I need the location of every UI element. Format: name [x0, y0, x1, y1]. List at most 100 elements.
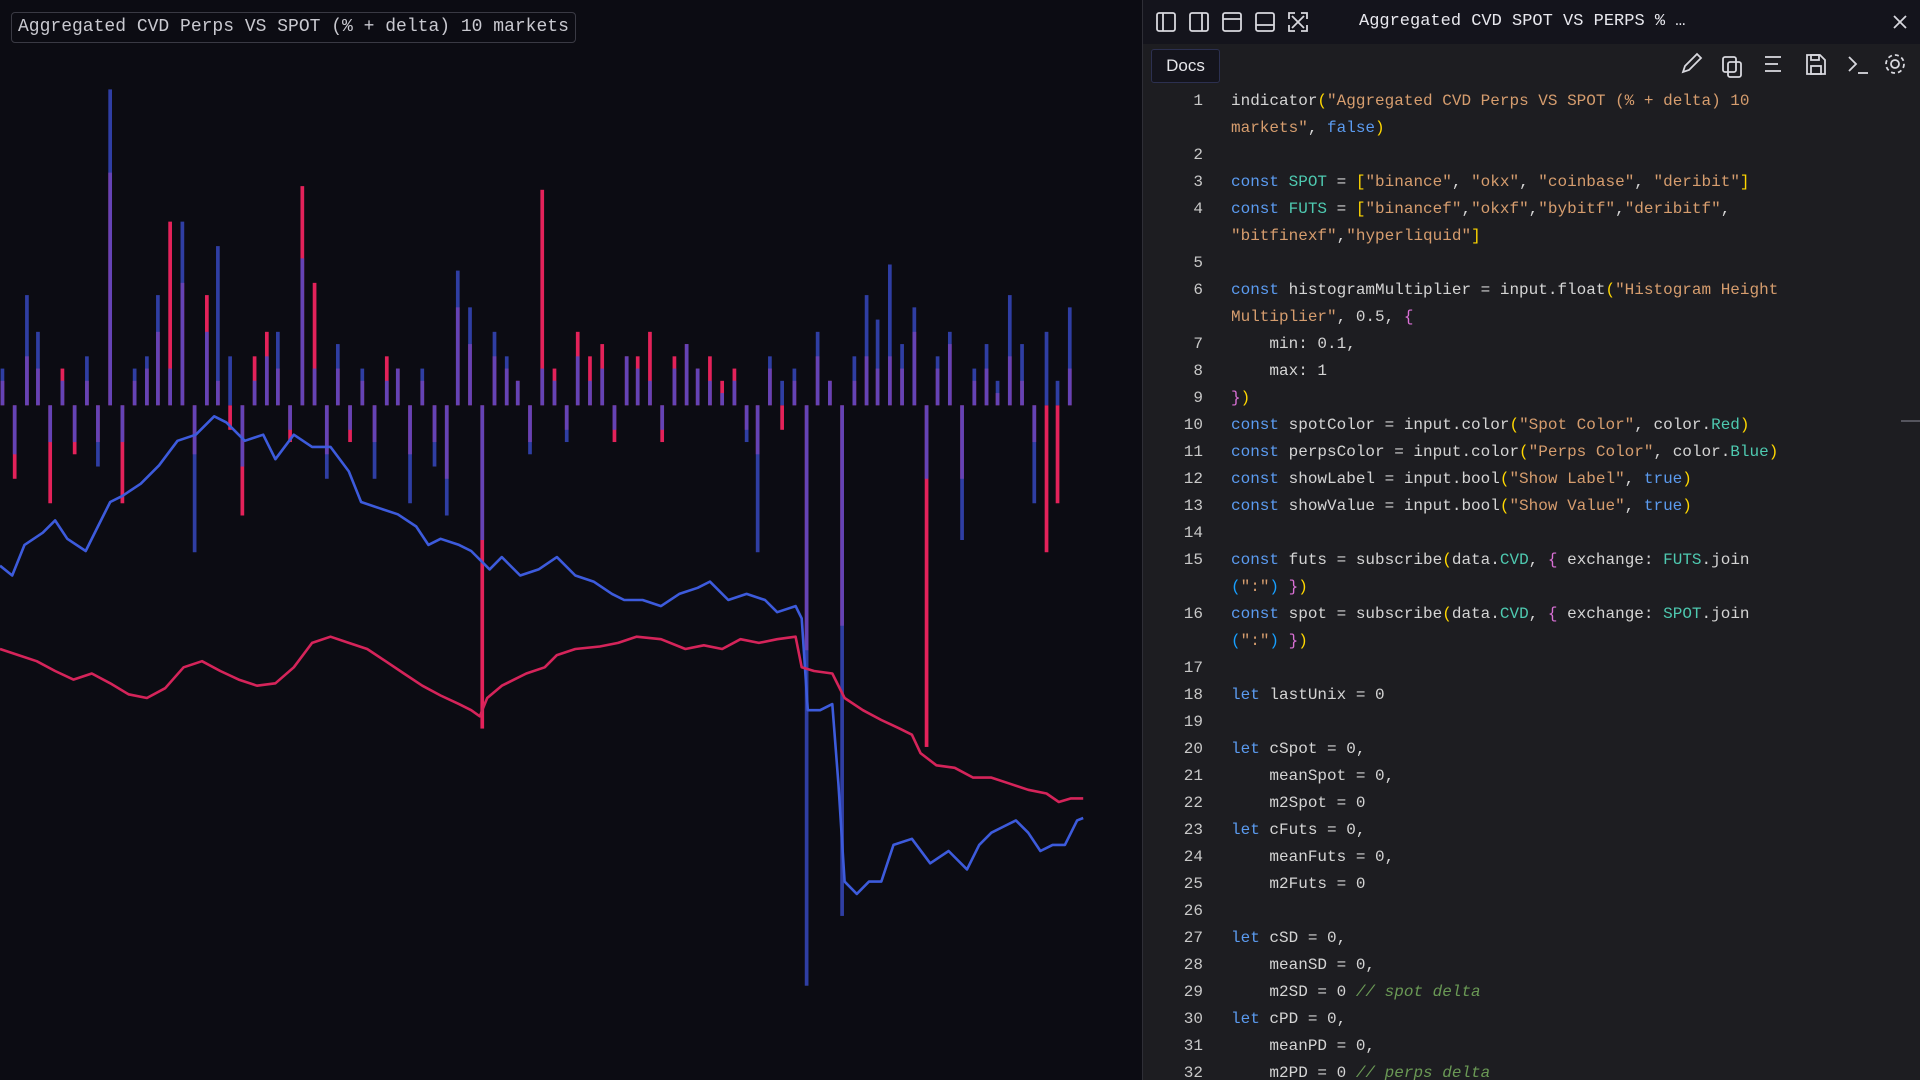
line-number: 23 — [1183, 821, 1203, 839]
code-token: [ — [1355, 200, 1366, 218]
console-icon[interactable] — [1848, 56, 1868, 74]
code-text: const futs = subscribe(data.CVD, { excha… — [1231, 547, 1750, 574]
code-token: showValue = input.bool — [1288, 497, 1500, 515]
code-token: ) — [1298, 578, 1308, 596]
code-token: Multiplier" — [1231, 308, 1337, 326]
code-token: , — [1336, 227, 1347, 245]
histogram-bar — [695, 368, 700, 406]
code-token: meanSD = 0, — [1231, 956, 1376, 974]
histogram-bar — [648, 331, 652, 406]
histogram-bar — [492, 331, 497, 406]
code-text: let cSD = 0, — [1231, 925, 1346, 952]
code-token: ( — [1442, 551, 1452, 569]
code-row: 27 let cSD = 0, — [1143, 925, 1920, 952]
histogram-bar — [588, 380, 592, 406]
code-token: data. — [1451, 605, 1500, 623]
editor-title: Aggregated CVD SPOT VS PERPS % … — [1359, 12, 1686, 31]
histogram-bar — [564, 405, 569, 443]
code-token: , — [1528, 551, 1548, 569]
code-token: m2Spot = 0 — [1231, 794, 1366, 812]
line-number: 21 — [1183, 767, 1203, 785]
code-row: 10 const spotColor = input.color("Spot Co… — [1143, 412, 1920, 439]
code-token: spot = subscribe — [1288, 605, 1443, 623]
chart-title: Aggregated CVD Perps VS SPOT (% + delta)… — [11, 12, 576, 43]
histogram-bar — [216, 246, 220, 406]
code-token: data. — [1451, 551, 1500, 569]
code-token: cFuts = 0, — [1269, 821, 1366, 839]
line-number: 5 — [1193, 254, 1203, 272]
dock-bottom-icon[interactable] — [1255, 12, 1275, 32]
cvd-line — [0, 635, 1084, 804]
code-text: let lastUnix = 0 — [1231, 682, 1385, 709]
histogram-bar — [935, 356, 940, 406]
close-button[interactable] — [1885, 0, 1915, 44]
dock-right-icon[interactable] — [1189, 12, 1209, 32]
line-number: 10 — [1183, 416, 1203, 434]
code-token: false — [1327, 119, 1376, 137]
code-row: 7 min: 0.1, — [1143, 331, 1920, 358]
line-number: 31 — [1183, 1037, 1203, 1055]
histogram-bar — [828, 380, 832, 406]
code-token: const — [1231, 200, 1289, 218]
code-token: ( — [1317, 92, 1328, 110]
histogram-bar — [85, 356, 89, 406]
histogram-bar — [192, 405, 197, 553]
code-row: 9}) — [1143, 385, 1920, 412]
code-token: SPOT — [1663, 605, 1702, 623]
code-token: Blue — [1730, 443, 1769, 461]
code-token: max: 1 — [1231, 362, 1328, 380]
code-token: ) — [1298, 632, 1308, 650]
edit-icon[interactable] — [1681, 52, 1703, 74]
code-token: "binance" — [1365, 173, 1452, 191]
histogram-bar — [36, 331, 40, 406]
copy-icon[interactable] — [1722, 56, 1742, 78]
code-token: "Show Label" — [1509, 470, 1625, 488]
docs-tab[interactable]: Docs — [1151, 49, 1220, 83]
line-number: 25 — [1183, 875, 1203, 893]
histogram-bar — [708, 380, 712, 406]
code-token: meanFuts = 0, — [1231, 848, 1395, 866]
histogram-bar — [672, 368, 677, 406]
code-token — [1279, 578, 1289, 596]
settings-icon[interactable] — [1885, 54, 1905, 74]
code-row: 29 m2SD = 0 // spot delta — [1143, 979, 1920, 1006]
fullscreen-icon[interactable] — [1288, 12, 1308, 32]
code-text: m2SD = 0 // spot delta — [1231, 979, 1480, 1006]
code-token: const — [1231, 470, 1289, 488]
code-token: let — [1231, 821, 1270, 839]
code-text: max: 1 — [1231, 358, 1327, 385]
code-token: meanPD = 0, — [1231, 1037, 1376, 1055]
histogram-bar — [1044, 331, 1049, 406]
histogram-bar — [864, 295, 869, 406]
dock-left-icon[interactable] — [1156, 12, 1176, 32]
histogram-bar — [468, 307, 472, 406]
histogram-bar — [924, 405, 929, 479]
code-token: ) — [1269, 632, 1280, 650]
save-icon[interactable] — [1806, 54, 1826, 75]
format-icon[interactable] — [1765, 56, 1781, 72]
code-token: "Show Value" — [1509, 497, 1625, 515]
dock-top-icon[interactable] — [1222, 12, 1242, 32]
code-token: SPOT — [1288, 173, 1328, 191]
code-token: const — [1231, 416, 1289, 434]
code-token: , — [1615, 200, 1625, 218]
code-token: ( — [1231, 578, 1241, 596]
histogram-bar — [480, 405, 485, 540]
code-token: let — [1231, 686, 1270, 704]
histogram-bar — [240, 405, 245, 467]
code-token: ":" — [1240, 578, 1270, 596]
histogram-bar — [168, 221, 172, 406]
code-text: (":") }) — [1231, 628, 1308, 655]
code-token — [1279, 632, 1289, 650]
line-number: 30 — [1183, 1010, 1203, 1028]
code-text: meanFuts = 0, — [1231, 844, 1394, 871]
code-token: cSD = 0, — [1269, 929, 1347, 947]
line-number: 7 — [1193, 335, 1203, 353]
code-row: 17 — [1143, 655, 1920, 682]
line-number: 15 — [1183, 551, 1203, 569]
code-token: , 0.5, — [1336, 308, 1404, 326]
code-row: Multiplier", 0.5, { — [1143, 304, 1920, 331]
code-token: } — [1288, 632, 1299, 650]
histogram-bar — [96, 405, 100, 467]
